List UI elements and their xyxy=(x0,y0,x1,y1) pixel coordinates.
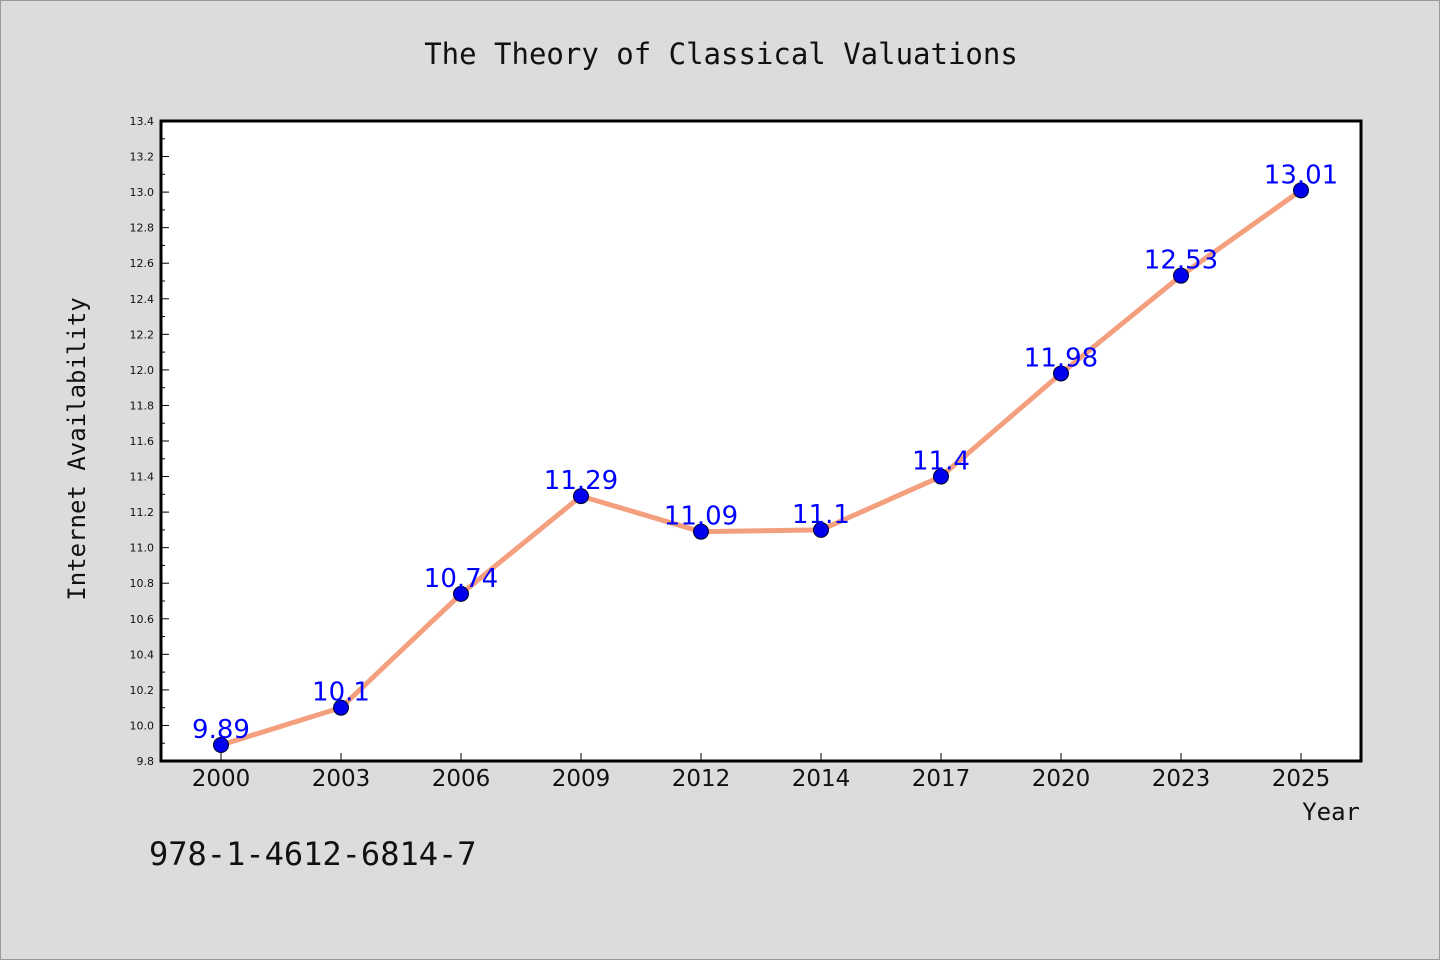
y-tick-label: 13.0 xyxy=(130,186,155,199)
data-point-marker xyxy=(1173,267,1189,284)
data-point-marker xyxy=(453,585,469,602)
data-value-label: 11.4 xyxy=(912,447,970,477)
y-tick-label: 13.2 xyxy=(130,151,155,164)
data-point-marker xyxy=(1053,365,1069,382)
plot-area xyxy=(161,121,1361,761)
plot-frame xyxy=(159,119,1363,763)
y-tick-label: 10.8 xyxy=(130,577,155,590)
data-value-label: 10.1 xyxy=(312,678,370,708)
data-point-marker xyxy=(1293,182,1309,199)
y-tick-label: 10.0 xyxy=(130,719,155,732)
y-tick-label: 11.6 xyxy=(130,435,155,448)
x-tick-label: 2025 xyxy=(1272,766,1331,792)
data-value-label: 11.1 xyxy=(792,500,850,530)
x-tick-label: 2012 xyxy=(672,766,731,792)
y-tick-label: 11.2 xyxy=(130,506,155,519)
x-tick-label: 2000 xyxy=(192,766,251,792)
y-tick-label: 10.4 xyxy=(130,648,155,661)
data-value-label: 12.53 xyxy=(1144,246,1218,276)
data-value-label: 13.01 xyxy=(1264,160,1338,190)
data-point-marker xyxy=(333,699,349,716)
y-tick-label: 12.4 xyxy=(130,293,155,306)
x-axis: 2000 2003 2006 2009 2012 2014 2017 2020 2023 2025 xyxy=(192,753,1331,792)
y-axis-label: Internet Availability xyxy=(63,297,91,600)
data-value-label: 11.29 xyxy=(544,466,618,496)
footer-code: 978-1-4612-6814-7 xyxy=(149,835,477,873)
x-tick-label: 2006 xyxy=(432,766,491,792)
x-tick-label: 2003 xyxy=(312,766,371,792)
data-point-marker xyxy=(213,737,229,753)
y-tick-label: 11.8 xyxy=(130,399,155,412)
y-tick-label: 10.2 xyxy=(130,684,155,697)
y-tick-label: 12.8 xyxy=(130,222,155,235)
y-tick-label: 10.6 xyxy=(130,613,155,626)
y-tick-label: 12.0 xyxy=(130,364,155,377)
y-axis: 9.8 10.0 10.2 10.4 10.6 10.8 11.0 11.2 11.4 11.6 1… xyxy=(130,115,169,768)
y-tick-label: 12.2 xyxy=(130,328,155,341)
y-tick-label: 12.6 xyxy=(130,257,155,270)
data-point-marker xyxy=(693,523,709,540)
x-axis-label: Year xyxy=(1302,798,1360,826)
data-value-label: 10.74 xyxy=(424,564,498,594)
data-labels: 9.89 10.1 10.74 11.29 11.09 11.1 11.4 11.98 12.5… xyxy=(192,160,1338,745)
x-tick-label: 2017 xyxy=(912,766,971,792)
y-tick-label: 13.4 xyxy=(130,115,155,128)
data-value-label: 11.09 xyxy=(664,502,738,532)
data-point-marker xyxy=(933,468,949,485)
x-tick-label: 2009 xyxy=(552,766,611,792)
x-tick-label: 2020 xyxy=(1032,766,1091,792)
chart-title: The Theory of Classical Valuations xyxy=(424,37,1018,71)
data-markers xyxy=(213,182,1309,753)
series-line xyxy=(218,187,1304,748)
y-tick-label: 11.4 xyxy=(130,471,155,484)
data-value-label: 11.98 xyxy=(1024,343,1098,373)
x-tick-label: 2023 xyxy=(1152,766,1211,792)
data-value-label: 9.89 xyxy=(192,715,250,745)
x-tick-label: 2014 xyxy=(792,766,851,792)
y-tick-label: 11.0 xyxy=(130,542,155,555)
y-tick-label: 9.8 xyxy=(137,755,155,768)
data-point-marker xyxy=(813,521,829,538)
data-point-marker xyxy=(573,488,589,505)
